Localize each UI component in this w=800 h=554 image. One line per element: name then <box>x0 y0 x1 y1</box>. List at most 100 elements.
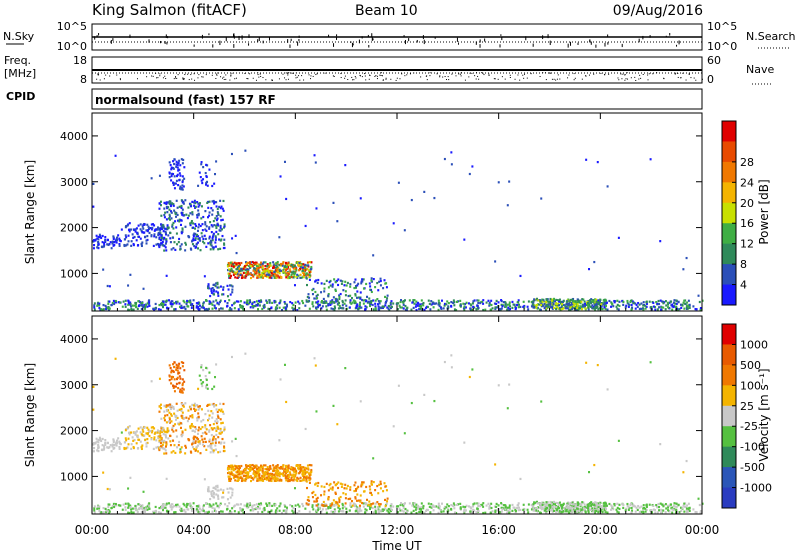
power-cell <box>193 244 196 248</box>
power-cell <box>221 307 224 310</box>
velocity-cell <box>168 379 171 382</box>
velocity-cell <box>285 475 288 479</box>
power-cell <box>167 227 170 230</box>
velocity-cell <box>165 404 168 407</box>
velocity-cell <box>317 509 320 512</box>
velocity-cell <box>95 437 98 440</box>
power-cell <box>303 272 306 276</box>
power-cell <box>576 304 579 307</box>
velocity-cell <box>327 505 330 509</box>
nsky-spike <box>287 39 289 43</box>
power-cell <box>161 226 164 229</box>
power-cell <box>305 274 308 277</box>
velocity-cell <box>124 437 127 440</box>
power-cell <box>145 239 148 242</box>
velocity-cell <box>197 405 200 408</box>
velocity-cell <box>153 427 156 430</box>
velocity-cell <box>284 510 287 513</box>
velocity-cell <box>606 511 609 514</box>
power-cell <box>535 306 538 309</box>
velocity-cell <box>249 468 252 471</box>
velocity-cell <box>157 447 160 450</box>
power-cell <box>176 163 179 167</box>
velocity-cell <box>292 511 295 514</box>
power-cell <box>368 304 371 308</box>
power-cell <box>674 309 677 312</box>
power-cell <box>388 309 391 312</box>
nave-dot <box>693 77 695 79</box>
power-cell <box>185 213 188 216</box>
velocity-cell <box>341 483 344 486</box>
power-cell <box>284 264 287 267</box>
power-cell <box>325 305 328 308</box>
velocity-cell <box>217 506 220 509</box>
power-cell <box>266 269 269 272</box>
power-cell <box>231 261 234 264</box>
velocity-cell <box>245 506 248 509</box>
power-cell <box>218 238 221 241</box>
velocity-cell <box>191 443 194 446</box>
power-cell <box>309 268 312 271</box>
power-cell <box>571 303 574 306</box>
nave-dot <box>648 73 650 75</box>
velocity-cell <box>329 487 332 490</box>
power-cell <box>260 276 263 279</box>
power-cell <box>616 299 619 302</box>
power-cell <box>591 300 594 303</box>
velocity-cell <box>245 465 248 469</box>
power-cell <box>280 269 283 272</box>
velocity-cell <box>605 504 608 507</box>
velocity-cell <box>206 419 209 422</box>
velocity-cell <box>554 507 557 510</box>
power-cell <box>200 205 203 208</box>
velocity-cell <box>687 508 690 511</box>
power-cell <box>369 303 372 306</box>
power-cell <box>292 272 295 275</box>
velocity-cell <box>200 435 203 438</box>
nave-dot <box>635 79 637 81</box>
power-cell <box>317 278 320 282</box>
power-cell <box>207 286 210 290</box>
velocity-cell <box>578 504 581 507</box>
velocity-cell <box>369 491 372 494</box>
power-cell <box>219 299 222 302</box>
nave-dot <box>119 78 121 80</box>
velocity-cell <box>104 507 107 511</box>
velocity-cell <box>168 502 171 505</box>
power-cell <box>551 300 554 304</box>
power-cell <box>652 301 655 304</box>
velocity-cell <box>272 469 275 472</box>
velocity-cell <box>423 511 426 514</box>
velocity-cell <box>335 501 338 504</box>
power-cell <box>314 280 317 283</box>
velocity-cell <box>540 508 543 511</box>
velocity-cell <box>272 477 275 480</box>
power-cell <box>293 284 296 287</box>
velocity-cell <box>651 511 654 514</box>
velocity-cell <box>189 425 192 428</box>
power-cell <box>356 303 359 306</box>
power-cell <box>359 197 362 200</box>
power-cell <box>217 303 220 306</box>
power-cell <box>163 236 166 240</box>
nsky-spike <box>542 35 544 40</box>
velocity-cell <box>268 468 271 472</box>
velocity-cell <box>98 507 101 510</box>
power-cell <box>107 308 110 311</box>
power-cell <box>285 197 288 201</box>
nave-dot <box>488 73 490 75</box>
power-cell <box>183 166 186 169</box>
power-cell <box>108 300 111 303</box>
nave-dot <box>426 75 428 77</box>
power-cell <box>276 274 279 277</box>
power-cell <box>235 251 238 255</box>
velocity-cell <box>128 425 131 428</box>
power-cell <box>215 201 218 204</box>
power-cell <box>374 305 377 308</box>
power-cell <box>175 302 178 305</box>
velocity-cell <box>311 491 314 495</box>
velocity-cell <box>354 481 357 484</box>
velocity-cell <box>206 387 209 390</box>
power-cell <box>331 283 334 286</box>
velocity-cell <box>450 504 453 507</box>
